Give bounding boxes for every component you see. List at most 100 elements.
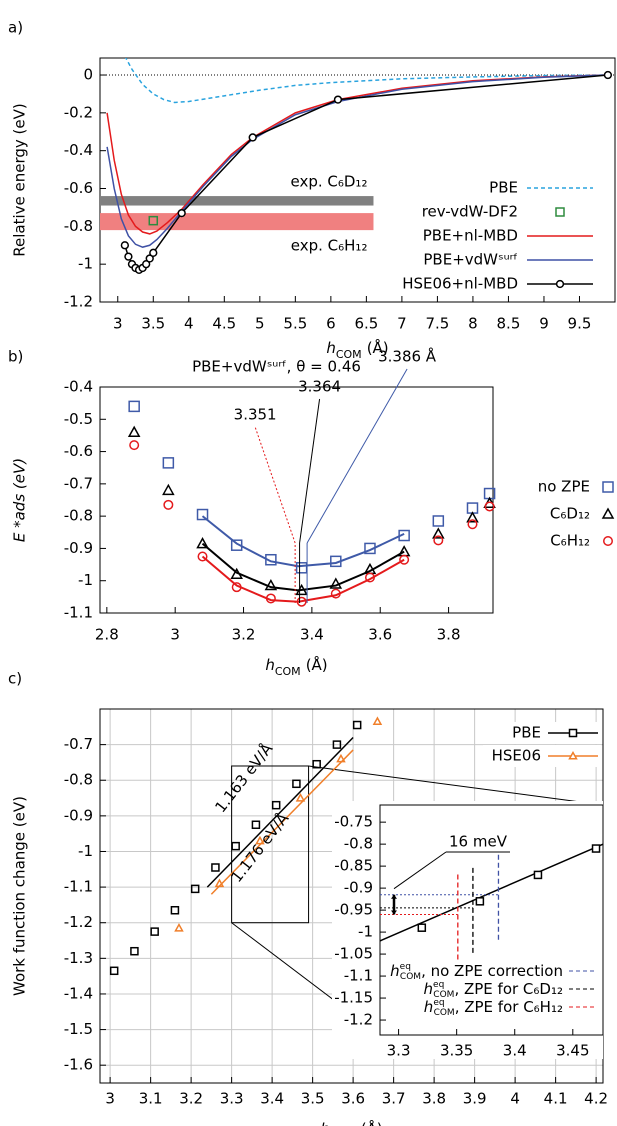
- slope-label: 1.163 eV/Å: [211, 739, 277, 816]
- marker-circle: [603, 70, 613, 80]
- marker-square: [196, 508, 209, 521]
- marker-circle: [248, 133, 257, 142]
- x-tick-label: 3: [170, 626, 180, 644]
- marker-triangle: [174, 923, 184, 932]
- x-tick-label: 3.8: [437, 626, 461, 644]
- x-tick-label: 7.5: [425, 315, 449, 333]
- y-tick-label: -1.15: [334, 989, 373, 1007]
- marker-circle: [149, 248, 158, 257]
- marker-circle: [364, 572, 375, 583]
- x-tick-label: 3.5: [301, 1090, 325, 1108]
- inset-legend-label-part: , ZPE for C₆H₁₂: [455, 998, 563, 1016]
- marker-square: [352, 720, 362, 730]
- marker-square: [417, 923, 427, 932]
- marker-circle: [467, 519, 478, 530]
- y-tick-label: -0.7: [64, 474, 93, 492]
- chart-title: PBE+vdWˢᵘʳᶠ, θ = 0.46: [192, 358, 361, 376]
- series-line: [125, 58, 608, 104]
- x-axis-label: hCOM(Å): [320, 1119, 382, 1126]
- marker-triangle: [372, 716, 383, 726]
- y-tick-label: -0.85: [334, 857, 373, 875]
- x-tick-label: 9: [539, 315, 549, 333]
- x-tick-label: 4: [184, 315, 194, 333]
- marker-circle: [124, 252, 133, 261]
- x-tick-label: 4.1: [544, 1090, 568, 1108]
- x-tick-label: 3.4: [503, 1042, 527, 1060]
- x-axis-label-part: COM: [275, 665, 301, 678]
- x-tick-label: 3.2: [232, 626, 256, 644]
- x-axis-label-part: (Å): [367, 338, 389, 357]
- marker-square: [150, 927, 159, 936]
- inset-legend-label-part: COM: [433, 990, 454, 1000]
- y-tick-label: -1.3: [64, 949, 93, 967]
- y-tick-label: -1: [358, 923, 373, 941]
- marker-square: [330, 555, 342, 568]
- experiment-band: [100, 196, 374, 206]
- x-tick-label: 3.4: [300, 626, 324, 644]
- y-tick-label: -0.95: [334, 901, 373, 919]
- marker-circle: [484, 501, 495, 512]
- error-bar-arrow: [391, 894, 397, 899]
- marker-square: [211, 863, 220, 872]
- marker-square: [265, 553, 277, 566]
- inset-legend-label: heq COM, no ZPE correction: [390, 962, 563, 982]
- x-tick-label: 3.9: [463, 1090, 487, 1108]
- marker-triangle: [264, 579, 278, 591]
- y-tick-label: -1.6: [64, 1056, 93, 1074]
- x-tick-label: 3.4: [260, 1090, 284, 1108]
- y-tick-label: -1.2: [64, 913, 93, 931]
- x-tick-label: 3.6: [368, 626, 392, 644]
- y-tick-label: -1.1: [64, 604, 93, 622]
- legend-background: [483, 745, 601, 767]
- y-tick-label: -0.8: [64, 771, 93, 789]
- marker-square: [162, 457, 175, 469]
- y-tick-label: 0: [83, 66, 93, 84]
- marker-circle: [231, 582, 242, 593]
- error-label-leader: [393, 851, 447, 890]
- annotation-leader: [299, 398, 321, 544]
- marker-square: [190, 884, 200, 894]
- marker-circle: [142, 260, 151, 269]
- y-tick-label: -1.2: [344, 1011, 373, 1029]
- y-tick-label: -0.5: [64, 410, 93, 428]
- legend-label: PBE+vdWˢᵘʳᶠ: [423, 251, 518, 269]
- y-tick-label: -0.9: [64, 806, 93, 824]
- y-tick-label: -0.6: [64, 442, 93, 460]
- marker-square: [568, 728, 578, 738]
- y-tick-label: -0.2: [64, 103, 93, 121]
- x-tick-label: 4: [510, 1090, 520, 1108]
- marker-triangle: [214, 878, 225, 888]
- y-tick-label: -1.1: [344, 967, 373, 985]
- marker-square: [332, 740, 342, 749]
- x-tick-label: 8.5: [497, 315, 521, 333]
- x-axis-label: hCOM(Å): [326, 338, 388, 361]
- y-tick-label: -0.9: [344, 879, 373, 897]
- x-tick-label: 7: [397, 315, 407, 333]
- marker-circle: [145, 254, 154, 263]
- plot-frame: [99, 57, 616, 303]
- marker-triangle: [295, 793, 306, 802]
- error-bar-arrow: [391, 910, 397, 915]
- y-tick-label: -1.4: [64, 984, 93, 1002]
- legend-label: rev-vdW-DF2: [422, 203, 518, 221]
- legend-label: HSE06: [492, 747, 541, 765]
- marker-square: [148, 215, 159, 226]
- fit-line: [201, 515, 405, 568]
- x-tick-label: 3.3: [220, 1090, 244, 1108]
- y-tick-label: -1.05: [334, 945, 373, 963]
- panel-label: b): [8, 348, 23, 366]
- band-label: exp. C₆D₁₂: [291, 173, 368, 191]
- y-tick-label: -1: [78, 842, 93, 860]
- y-tick-label: -0.7: [64, 735, 93, 753]
- marker-triangle: [127, 425, 141, 437]
- marker-circle: [555, 279, 565, 289]
- inset-legend-label-part: h: [424, 980, 434, 998]
- marker-square: [251, 820, 261, 830]
- panel-label: a): [8, 19, 23, 37]
- x-axis-label-part: h: [265, 656, 275, 674]
- marker-square: [170, 905, 180, 915]
- y-axis-label: Relative energy (eV): [11, 103, 29, 257]
- x-tick-label: 3.6: [341, 1090, 365, 1108]
- marker-square: [271, 800, 281, 810]
- x-tick-label: 3.1: [139, 1090, 163, 1108]
